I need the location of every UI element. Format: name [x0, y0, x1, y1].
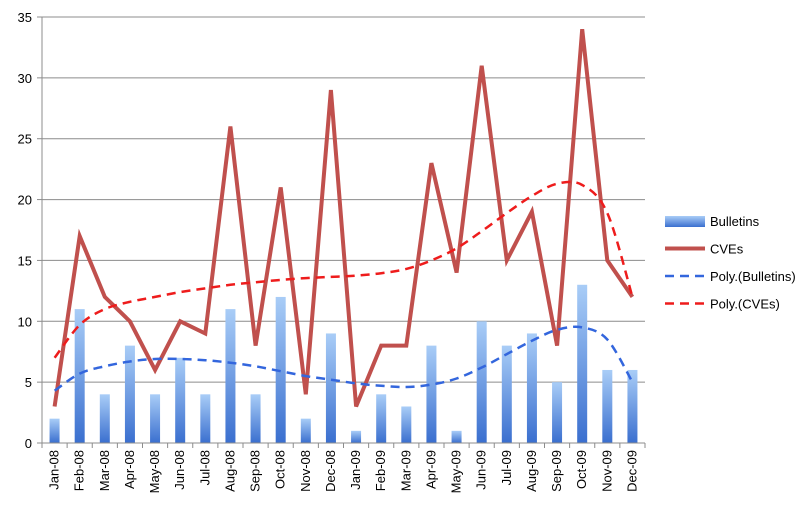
y-tick-label: 35 [18, 10, 32, 25]
x-tick-label: Apr-08 [122, 450, 137, 489]
bar-bulletins-Nov-09 [602, 369, 613, 443]
y-tick-label: 0 [25, 436, 32, 451]
x-tick-label: Jan-09 [348, 450, 363, 490]
x-tick-label: Aug-08 [222, 450, 237, 492]
trendline-cves [53, 180, 634, 359]
legend-label: Poly.(Bulletins) [710, 269, 796, 284]
x-tick-label: Oct-08 [273, 450, 288, 489]
bar-bulletins-May-09 [451, 430, 462, 443]
bar-bulletins-Aug-08 [225, 309, 236, 443]
bar-bulletins-Jan-08 [49, 418, 60, 443]
y-tick-label: 10 [18, 314, 32, 329]
bar-bulletins-May-08 [150, 394, 161, 443]
y-axis-ticks: 0 5 10 15 20 25 30 35 [18, 10, 42, 451]
x-tick-label: Dec-09 [624, 450, 639, 492]
bar-bulletins-Dec-09 [627, 369, 638, 443]
x-tick-label: Nov-09 [599, 450, 614, 492]
x-tick-label: Mar-09 [398, 450, 413, 491]
bar-bulletins-Apr-08 [124, 345, 135, 443]
bar-bulletins-Feb-09 [376, 394, 387, 443]
bar-bulletins-Jan-09 [351, 430, 362, 443]
bar-bulletins-Jun-08 [175, 357, 186, 443]
y-tick-label: 30 [18, 71, 32, 86]
x-tick-label: Sep-08 [248, 450, 263, 492]
bar-bulletins-Sep-09 [552, 382, 563, 443]
bar-bulletins-Feb-08 [74, 309, 85, 443]
x-tick-label: Feb-08 [72, 450, 87, 491]
legend-label: Poly.(CVEs) [710, 297, 780, 312]
x-tick-label: Aug-09 [524, 450, 539, 492]
x-tick-label: Jul-09 [499, 450, 514, 485]
x-tick-label: Feb-09 [373, 450, 388, 491]
bar-bulletins-Aug-09 [526, 333, 537, 443]
x-tick-label: Mar-08 [97, 450, 112, 491]
x-tick-label: Sep-09 [549, 450, 564, 492]
x-tick-label: Jan-08 [47, 450, 62, 490]
bar-bulletins-Mar-08 [99, 394, 110, 443]
x-tick-label: Jun-09 [474, 450, 489, 490]
legend-label: Bulletins [710, 214, 760, 229]
legend-swatch-bulletins [665, 216, 705, 227]
x-tick-label: Oct-09 [574, 450, 589, 489]
x-tick-label: May-09 [449, 450, 464, 493]
legend: Bulletins CVEs Poly.(Bulletins) Poly.(CVEs) [665, 214, 796, 312]
x-axis-ticks: Jan-08 Feb-08 Mar-08 Apr-08 May-08 Jun-08 Jul-… [41, 443, 646, 493]
bar-bulletins-Sep-08 [250, 394, 261, 443]
bar-bulletins-Nov-08 [300, 418, 311, 443]
x-tick-label: Dec-08 [323, 450, 338, 492]
bar-bulletins-Apr-09 [426, 345, 437, 443]
legend-label: CVEs [710, 242, 744, 257]
series-lines [52, 28, 635, 408]
gridlines [42, 16, 645, 444]
bar-bulletins-Jul-08 [200, 394, 211, 443]
x-tick-label: Jul-08 [197, 450, 212, 485]
bars-bulletins [49, 284, 638, 443]
trendline-bulletins [53, 325, 634, 392]
x-tick-label: May-08 [147, 450, 162, 493]
y-tick-label: 5 [25, 375, 32, 390]
bar-bulletins-Dec-08 [325, 333, 336, 443]
y-tick-label: 20 [18, 193, 32, 208]
bar-bulletins-Mar-09 [401, 406, 412, 443]
y-tick-label: 25 [18, 132, 32, 147]
bar-bulletins-Jun-09 [476, 321, 487, 443]
x-tick-label: Jun-08 [172, 450, 187, 490]
line-cves [52, 28, 635, 408]
bar-bulletins-Jul-09 [501, 345, 512, 443]
bar-bulletins-Oct-09 [577, 284, 588, 443]
x-tick-label: Nov-08 [298, 450, 313, 492]
y-tick-label: 15 [18, 253, 32, 268]
x-tick-label: Apr-09 [423, 450, 438, 489]
